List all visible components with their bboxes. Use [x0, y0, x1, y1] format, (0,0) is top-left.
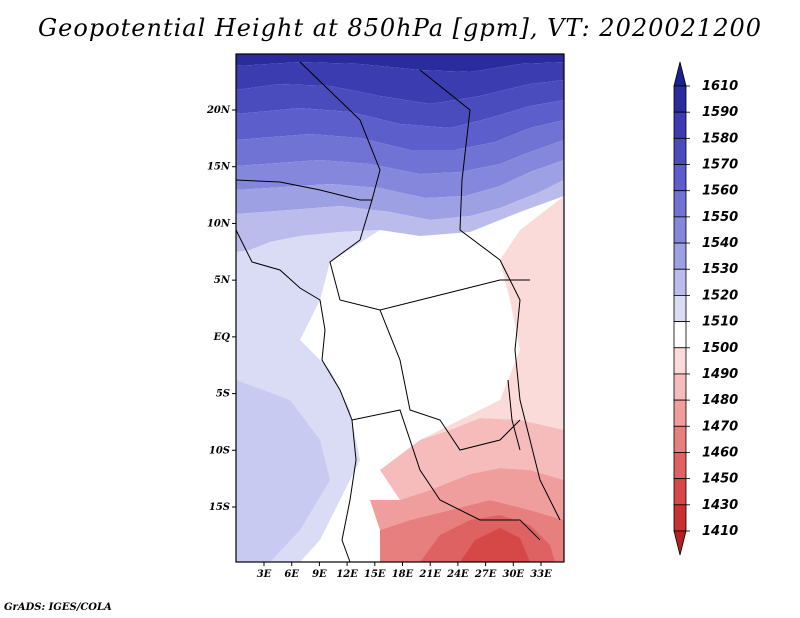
field-band-1560	[236, 100, 564, 150]
coastline-and-borders	[235, 61, 561, 563]
lon-tick-label: 15E	[364, 569, 386, 580]
colorbar-label: 1500	[702, 341, 738, 356]
lon-tick-label: 33E	[530, 569, 552, 580]
colorbar-label: 1520	[702, 288, 738, 303]
map-plot[interactable]: 20N 15N 10N 5N EQ 5S 10S 15S 3E 6E 9E 12E 15E 18E 21E 2…	[206, 53, 565, 580]
lat-tick-label: 5N	[214, 275, 231, 286]
lat-tick-label: 15S	[209, 502, 230, 513]
border-lake-tanganyika	[507, 379, 521, 451]
colorbar-label: 1480	[702, 393, 738, 408]
colorbar-label: 1490	[702, 367, 738, 382]
lat-tick-label: EQ	[213, 332, 231, 343]
colorbar-swatch	[673, 61, 687, 87]
colorbar-label: 1430	[702, 498, 738, 513]
colorbar-labels: 1610 1590 1580 1570 1560 1550 1540 1530 1520 1510…	[686, 79, 738, 539]
field-band-1430	[460, 528, 530, 562]
border-congo	[379, 309, 521, 451]
field-band-1590	[236, 54, 564, 72]
field-band-1480	[370, 468, 564, 530]
border-south	[351, 409, 541, 541]
colorbar-label: 1580	[702, 131, 738, 146]
colorbar: 1610 1590 1580 1570 1560 1550 1540 1530 1520 1510…	[673, 61, 738, 556]
border-north-1	[299, 61, 381, 241]
field-band-1540	[236, 140, 564, 198]
field-band-1530-southwest	[236, 380, 330, 562]
map-axes: 20N 15N 10N 5N EQ 5S 10S 15S 3E 6E 9E 12E 15E 18E 21E 2…	[206, 105, 552, 580]
lat-tick-label: 5S	[216, 389, 230, 400]
lon-tick-label: 12E	[336, 569, 358, 580]
colorbar-swatch	[673, 111, 687, 139]
colorbar-swatch	[673, 242, 687, 270]
colorbar-swatch	[673, 216, 687, 244]
colorbar-label: 1510	[702, 315, 738, 330]
colorbar-swatch	[673, 504, 687, 532]
colorbar-label: 1410	[702, 524, 738, 539]
colorbar-swatch	[673, 164, 687, 192]
colorbar-swatch	[673, 85, 687, 113]
field-band-1580	[236, 62, 564, 104]
colorbar-swatch	[673, 399, 687, 427]
colorbar-swatch	[673, 190, 687, 218]
field-band-1550	[236, 120, 564, 174]
lat-tick-label: 10S	[209, 445, 230, 456]
colorbar-boxes	[673, 61, 687, 556]
field-band-1520	[236, 180, 564, 252]
plot-frame	[235, 53, 565, 563]
lat-tick-label: 20N	[206, 105, 231, 116]
border-sahel	[235, 179, 372, 201]
border-east	[499, 259, 561, 521]
colorbar-swatch	[673, 268, 687, 296]
colorbar-label: 1540	[702, 236, 738, 251]
field-band-1530	[236, 160, 564, 220]
lat-tick-label: 15N	[207, 162, 231, 173]
colorbar-label: 1460	[702, 445, 738, 460]
grads-credit: GrADS: IGES/COLA	[4, 602, 112, 613]
border-north-2	[419, 69, 501, 261]
lon-tick-label: 27E	[474, 569, 497, 580]
colorbar-label: 1610	[702, 79, 738, 94]
lon-tick-label: 18E	[392, 569, 414, 580]
field-band-1500	[420, 196, 564, 440]
height-field	[236, 54, 564, 562]
plot-title: Geopotential Height at 850hPa [gpm], VT:…	[38, 14, 762, 42]
colorbar-label: 1470	[702, 419, 738, 434]
lon-tick-label: 30E	[503, 569, 525, 580]
colorbar-swatch	[673, 478, 687, 506]
lon-tick-label: 24E	[446, 569, 469, 580]
colorbar-swatch	[673, 373, 687, 401]
colorbar-label: 1530	[702, 262, 738, 277]
west-coast	[235, 229, 357, 563]
colorbar-label: 1590	[702, 105, 738, 120]
border-central	[329, 239, 530, 311]
colorbar-label: 1560	[702, 184, 738, 199]
colorbar-swatch	[673, 137, 687, 165]
lon-tick-label: 6E	[284, 569, 299, 580]
colorbar-swatch	[673, 530, 687, 556]
colorbar-label: 1450	[702, 472, 738, 487]
lat-tick-label: 10N	[207, 218, 231, 229]
colorbar-swatch	[673, 425, 687, 453]
colorbar-swatch	[673, 347, 687, 375]
colorbar-label: 1570	[702, 158, 738, 173]
colorbar-label: 1550	[702, 210, 738, 225]
field-band-1570	[236, 80, 564, 128]
colorbar-swatch	[673, 452, 687, 480]
lon-tick-label: 21E	[418, 569, 441, 580]
lon-tick-label: 9E	[312, 569, 327, 580]
colorbar-swatch	[673, 321, 687, 349]
colorbar-swatch	[673, 295, 687, 322]
lon-tick-label: 3E	[257, 569, 272, 580]
